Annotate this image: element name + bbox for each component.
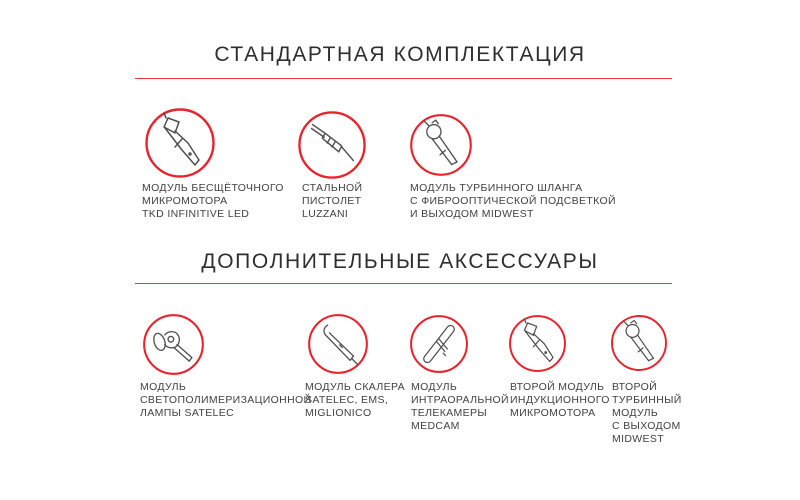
- item-label: ВТОРОЙ МОДУЛЬ ИНДУКЦИОННОГО МИКРОМОТОРА: [510, 381, 610, 420]
- item-intraoral-camera: МОДУЛЬ ИНТРАОРАЛЬНОЙ ТЕЛЕКАМЕРЫ MEDCAM: [409, 311, 509, 433]
- label-line: МОДУЛЬ: [140, 381, 187, 393]
- intraoral-camera-icon: [409, 314, 469, 374]
- label-line: С ФИБРООПТИЧЕСКОЙ ПОДСВЕТКОЙ: [410, 195, 616, 207]
- label-line: ТЕЛЕКАМЕРЫ: [411, 407, 487, 419]
- item-label: МОДУЛЬ СКАЛЕРА SATELEC, EMS, MIGLIONICO: [305, 381, 405, 420]
- item-steel-syringe: СТАЛЬНОЙ ПИСТОЛЕТ LUZZANI: [298, 107, 367, 221]
- label-line: МИКРОМОТОРА: [142, 195, 228, 207]
- label-line: ИНДУКЦИОННОГО: [510, 394, 610, 406]
- label-line: MIGLIONICO: [305, 407, 372, 419]
- contra-angle-handpiece-icon: [508, 314, 567, 373]
- contra-angle-handpiece-icon: [144, 107, 216, 179]
- section-divider: [135, 283, 672, 284]
- label-line: МОДУЛЬ: [411, 381, 458, 393]
- scaler-icon: [307, 313, 369, 375]
- item-label: ВТОРОЙ ТУРБИННЫЙ МОДУЛЬ С ВЫХОДОМ MIDWES…: [612, 381, 682, 446]
- section-title-standard: СТАНДАРТНАЯ КОМПЛЕКТАЦИЯ: [214, 43, 586, 66]
- label-line: МОДУЛЬ ТУРБИННОГО ШЛАНГА: [410, 182, 583, 194]
- item-label: СТАЛЬНОЙ ПИСТОЛЕТ LUZZANI: [302, 182, 367, 221]
- curing-lamp-icon: [142, 313, 205, 376]
- label-line: МОДУЛЬ СКАЛЕРА: [305, 381, 405, 393]
- turbine-handpiece-icon: [610, 314, 668, 372]
- label-line: МОДУЛЬ БЕСЩЁТОЧНОГО: [142, 182, 284, 194]
- label-line: MEDCAM: [411, 420, 460, 432]
- item-label: МОДУЛЬ ИНТРАОРАЛЬНОЙ ТЕЛЕКАМЕРЫ MEDCAM: [411, 381, 509, 433]
- label-line: СТАЛЬНОЙ: [302, 182, 363, 194]
- label-line: ЛАМПЫ SATELEC: [140, 407, 235, 419]
- label-line: СВЕТОПОЛИМЕРИЗАЦИОННОЙ: [140, 394, 312, 406]
- item-scaler: МОДУЛЬ СКАЛЕРА SATELEC, EMS, MIGLIONICO: [305, 311, 405, 420]
- item-brushless-micromotor: МОДУЛЬ БЕСЩЁТОЧНОГО МИКРОМОТОРА TKD INFI…: [142, 107, 284, 221]
- item-label: МОДУЛЬ ТУРБИННОГО ШЛАНГА С ФИБРООПТИЧЕСК…: [410, 182, 616, 221]
- item-label: МОДУЛЬ СВЕТОПОЛИМЕРИЗАЦИОННОЙ ЛАМПЫ SATE…: [140, 381, 311, 420]
- section-title-accessories: ДОПОЛНИТЕЛЬНЫЕ АКСЕССУАРЫ: [201, 250, 599, 273]
- label-line: LUZZANI: [302, 208, 349, 220]
- label-line: ВТОРОЙ МОДУЛЬ: [510, 381, 605, 393]
- label-line: SATELEC, EMS,: [305, 394, 389, 406]
- label-line: ВТОРОЙ: [612, 381, 657, 393]
- label-line: С ВЫХОДОМ: [612, 420, 681, 432]
- label-line: ПИСТОЛЕТ: [302, 195, 362, 207]
- item-second-turbine: ВТОРОЙ ТУРБИННЫЙ МОДУЛЬ С ВЫХОДОМ MIDWES…: [610, 311, 682, 446]
- item-turbine-hose: МОДУЛЬ ТУРБИННОГО ШЛАНГА С ФИБРООПТИЧЕСК…: [410, 107, 616, 221]
- item-curing-lamp: МОДУЛЬ СВЕТОПОЛИМЕРИЗАЦИОННОЙ ЛАМПЫ SATE…: [140, 311, 311, 420]
- section-divider: [135, 78, 672, 79]
- label-line: И ВЫХОДОМ MIDWEST: [410, 208, 534, 220]
- item-induction-micromotor: ВТОРОЙ МОДУЛЬ ИНДУКЦИОННОГО МИКРОМОТОРА: [508, 311, 610, 420]
- item-label: МОДУЛЬ БЕСЩЁТОЧНОГО МИКРОМОТОРА TKD INFI…: [142, 182, 284, 221]
- steel-syringe-icon: [297, 110, 367, 180]
- label-line: ТУРБИННЫЙ: [612, 394, 682, 406]
- label-line: МОДУЛЬ: [612, 407, 659, 419]
- label-line: TKD INFINITIVE LED: [142, 208, 250, 220]
- turbine-handpiece-icon: [409, 113, 473, 177]
- label-line: МИКРОМОТОРА: [510, 407, 596, 419]
- label-line: MIDWEST: [612, 433, 665, 445]
- label-line: ИНТРАОРАЛЬНОЙ: [411, 394, 509, 406]
